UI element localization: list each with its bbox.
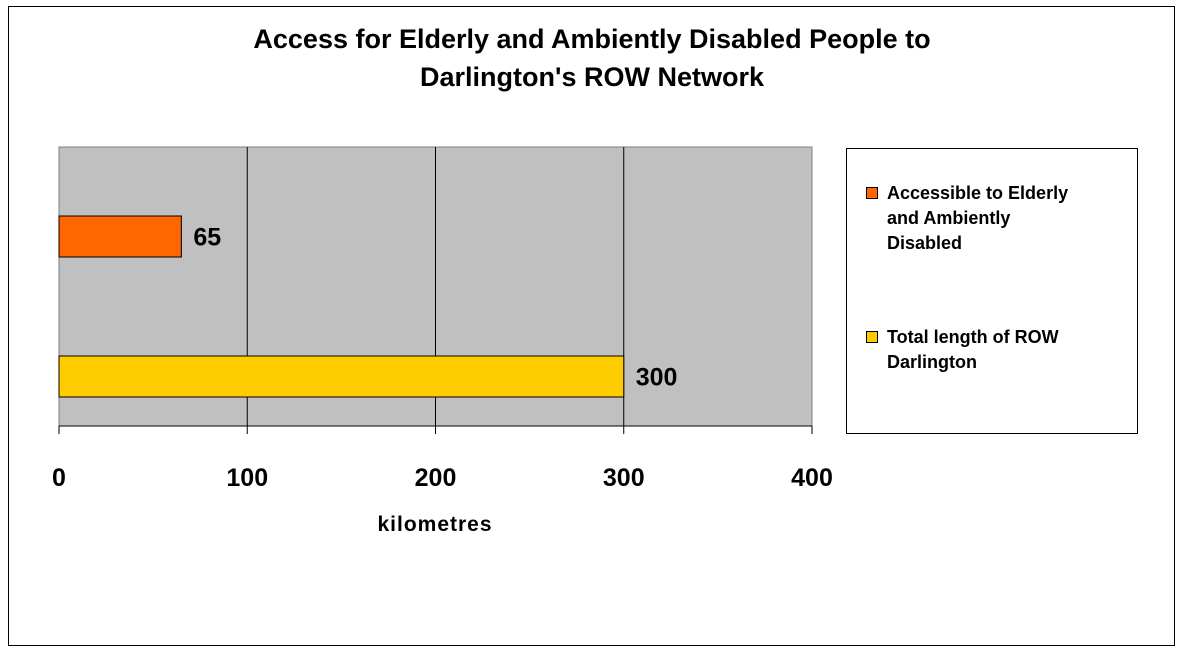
- x-tick-label: 400: [791, 464, 833, 492]
- x-axis-title: kilometres: [377, 513, 492, 536]
- data-label: 65: [193, 224, 221, 252]
- legend-swatch: [866, 187, 878, 199]
- legend-label-line: Total length of ROW: [887, 327, 1059, 347]
- chart-title: Access for Elderly and Ambiently Disable…: [0, 20, 1184, 96]
- legend-item: Accessible to Elderly and Ambiently Disabl…: [861, 181, 1131, 256]
- bar-chart: 65 300 0 100 200 300 400 kilometres: [52, 146, 833, 536]
- legend-swatch: [866, 331, 878, 343]
- x-tick-label: 100: [226, 464, 268, 492]
- legend-label-line: and Ambiently: [887, 208, 1011, 228]
- legend-item: Total length of ROW Darlington: [861, 325, 1131, 375]
- chart-title-line-2: Darlington's ROW Network: [420, 62, 764, 92]
- bar: [58, 215, 182, 258]
- chart-title-line-1: Access for Elderly and Ambiently Disable…: [253, 24, 931, 54]
- legend-label-line: Darlington: [887, 352, 977, 372]
- legend: Accessible to Elderly and Ambiently Disabl…: [846, 148, 1138, 434]
- bar: [58, 355, 625, 398]
- x-tick-label: 300: [603, 464, 645, 492]
- legend-label-line: Disabled: [887, 233, 963, 253]
- x-tick-label: 0: [52, 464, 66, 492]
- data-label: 300: [636, 364, 678, 392]
- x-tick-label: 200: [415, 464, 457, 492]
- legend-label-line: Accessible to Elderly: [887, 183, 1069, 203]
